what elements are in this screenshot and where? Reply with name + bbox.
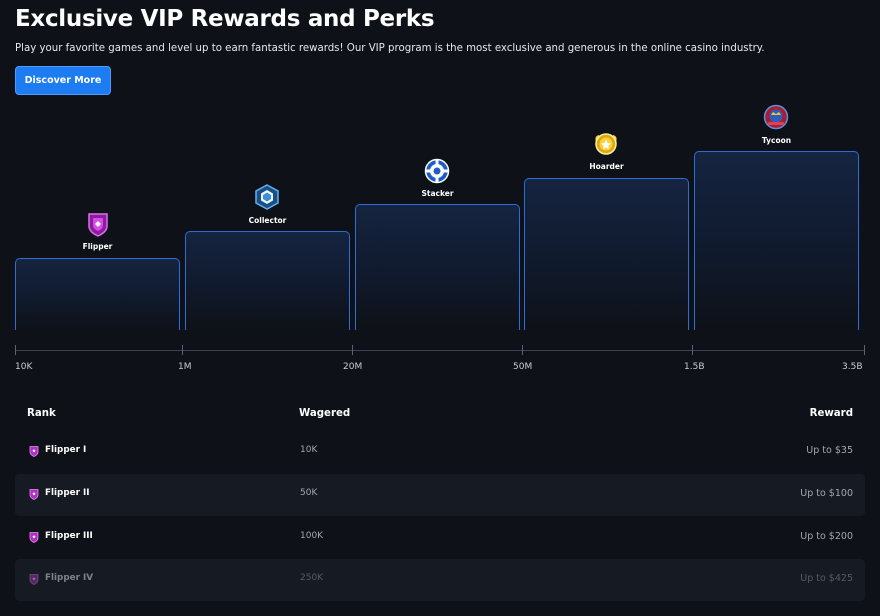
tier-step-tycoon — [694, 151, 859, 330]
tycoon-badge-icon — [762, 103, 790, 131]
column-header-wagered: Wagered — [299, 408, 351, 419]
tier-name-stacker: Stacker — [421, 189, 454, 198]
tier-step-flipper — [15, 258, 180, 330]
column-header-reward: Reward — [809, 408, 853, 419]
wagered-value: 50K — [300, 488, 318, 498]
axis-tick-label: 1.5B — [684, 362, 705, 372]
column-header-rank: Rank — [27, 408, 56, 419]
axis-tick — [352, 345, 353, 355]
table-row: Flipper III 100K Up to $200 — [15, 517, 865, 559]
page-title: Exclusive VIP Rewards and Perks — [15, 6, 435, 32]
reward-value: Up to $35 — [806, 445, 853, 456]
tier-step-collector — [185, 231, 350, 330]
wager-axis-line — [15, 350, 865, 351]
reward-value: Up to $425 — [800, 573, 853, 584]
wagered-value: 250K — [300, 573, 324, 583]
page-subtitle: Play your favorite games and level up to… — [15, 43, 765, 54]
axis-tick-label: 20M — [343, 362, 363, 372]
flipper-rank-icon — [28, 531, 40, 543]
axis-tick-label: 50M — [513, 362, 533, 372]
flipper-rank-icon — [28, 445, 40, 457]
rank-name: Flipper III — [45, 531, 93, 541]
tier-step-hoarder — [524, 178, 689, 330]
tier-name-tycoon: Tycoon — [761, 136, 792, 145]
stacker-badge-icon — [423, 157, 451, 185]
reward-value: Up to $200 — [800, 531, 853, 542]
table-row: Flipper II 50K Up to $100 — [15, 474, 865, 516]
tier-name-hoarder: Hoarder — [589, 162, 624, 171]
rank-name: Flipper II — [45, 488, 90, 498]
tier-name-flipper: Flipper — [82, 242, 113, 251]
discover-more-button[interactable]: Discover More — [15, 66, 111, 95]
table-row: Flipper IV 250K Up to $425 — [15, 559, 865, 601]
rank-name: Flipper I — [45, 445, 87, 455]
flipper-rank-icon — [28, 573, 40, 585]
axis-tick — [182, 345, 183, 355]
wagered-value: 100K — [300, 531, 324, 541]
flipper-rank-icon — [28, 488, 40, 500]
tier-name-collector: Collector — [248, 216, 287, 225]
axis-tick-label: 1M — [178, 362, 192, 372]
axis-tick — [864, 345, 865, 355]
table-row: Flipper I 10K Up to $35 — [15, 431, 865, 473]
axis-tick — [15, 345, 16, 355]
axis-tick — [522, 345, 523, 355]
hoarder-badge-icon — [592, 130, 620, 158]
axis-tick-label: 3.5B — [842, 362, 863, 372]
reward-value: Up to $100 — [800, 488, 853, 499]
tier-step-stacker — [355, 204, 520, 330]
wagered-value: 10K — [300, 445, 318, 455]
axis-tick-label: 10K — [15, 362, 33, 372]
axis-tick — [692, 345, 693, 355]
flipper-badge-icon — [84, 210, 112, 238]
rank-name: Flipper IV — [45, 573, 94, 583]
collector-badge-icon — [253, 183, 281, 211]
